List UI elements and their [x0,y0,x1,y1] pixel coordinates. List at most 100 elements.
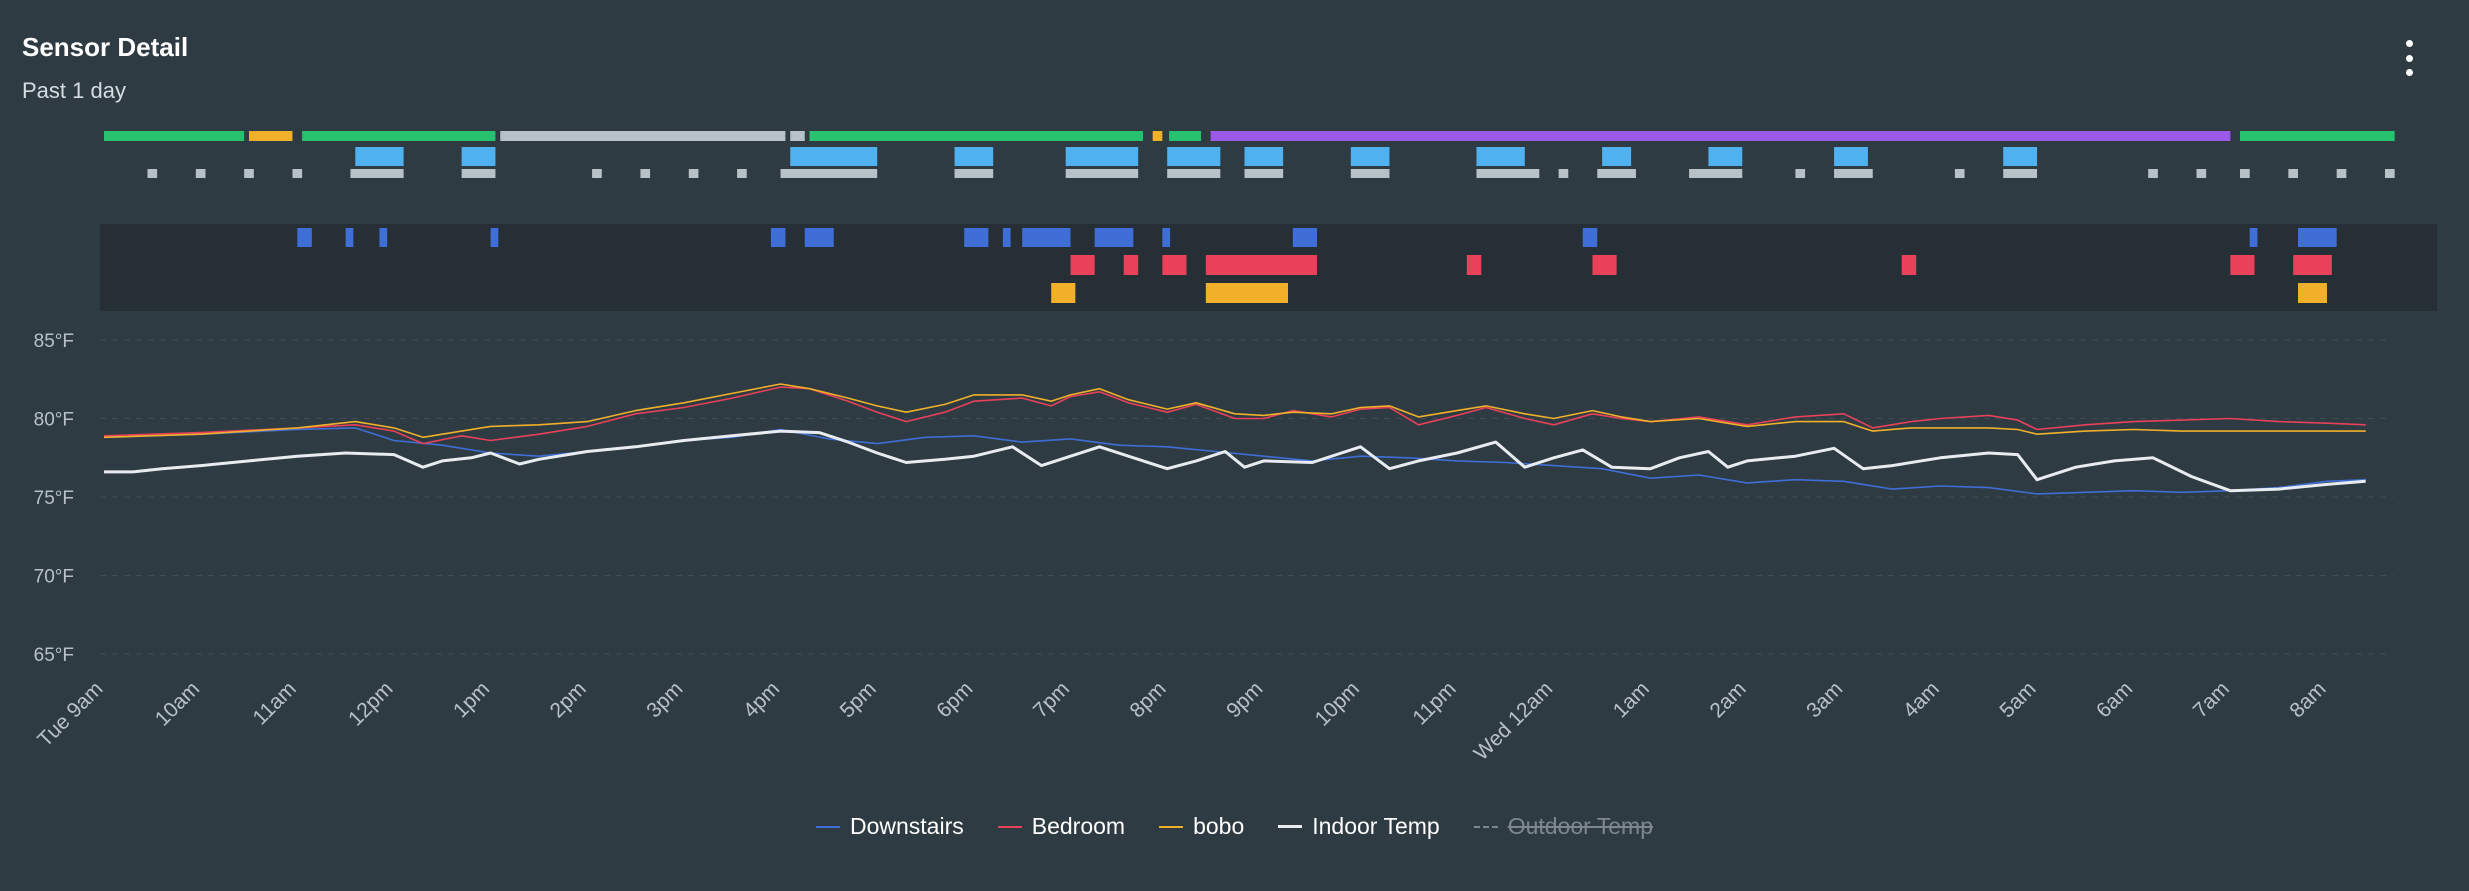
timeline-segment[interactable] [1205,283,1288,303]
timeline-segment[interactable] [1094,228,1134,247]
timeline-segment[interactable] [1292,228,1317,247]
timeline-segment[interactable] [1901,255,1917,275]
timeline-segment[interactable] [1795,169,1806,178]
timeline-segment[interactable] [1954,169,1965,178]
timeline-segment[interactable] [1834,169,1873,178]
timeline-segment[interactable] [1350,147,1390,166]
timeline-segment[interactable] [500,131,786,141]
series-line-downstairs[interactable] [103,427,2366,495]
x-tick-label: 3pm [642,677,687,722]
timeline-segment[interactable] [1065,169,1139,178]
y-tick-label: 80°F [34,410,74,431]
series-line-bedroom[interactable] [103,386,2366,445]
timeline-segment[interactable] [1210,131,2231,141]
series-line-bobo[interactable] [103,383,2366,439]
series-line-indoor-temp[interactable] [104,429,2366,493]
timeline-segment[interactable] [954,169,994,178]
timeline-segment[interactable] [2298,283,2327,303]
timeline-segment[interactable] [780,169,878,178]
timeline-segment[interactable] [2003,147,2038,166]
timeline-segment[interactable] [1244,147,1284,166]
timeline-segment[interactable] [770,228,786,247]
timeline-segment[interactable] [355,147,404,166]
timeline-segment[interactable] [297,228,312,247]
timeline-segment[interactable] [461,169,496,178]
timeline-segment[interactable] [809,131,1144,141]
timeline-segment[interactable] [1167,147,1221,166]
timeline-segment[interactable] [1167,169,1221,178]
timeline-segment[interactable] [1597,169,1636,178]
legend-item-bobo[interactable]: bobo [1159,813,1244,840]
timeline-segment[interactable] [2293,255,2332,275]
timeline-segment[interactable] [292,169,303,178]
timeline-segment[interactable] [1065,147,1139,166]
timeline-segment[interactable] [964,228,989,247]
timeline-segment[interactable] [195,169,206,178]
timeline-segment[interactable] [1689,169,1743,178]
timeline-segment[interactable] [954,147,994,166]
x-tick-label: 7pm [1029,677,1074,722]
timeline-segment[interactable] [248,131,293,141]
timeline-segment[interactable] [345,228,354,247]
timeline-segment[interactable] [1582,228,1598,247]
timeline-segment[interactable] [1070,255,1095,275]
timeline-segment[interactable] [147,169,158,178]
legend-item-outdoor-temp[interactable]: Outdoor Temp [1473,813,1653,840]
timeline-segment[interactable] [2148,169,2158,178]
timeline-row-bedroom-activity [1070,255,2332,275]
timeline-segment[interactable] [1350,169,1390,178]
legend-swatch-indoor-temp [1278,825,1303,828]
timeline-segment[interactable] [1205,255,1317,275]
timeline-segment[interactable] [244,169,254,178]
timeline-segment[interactable] [1476,147,1525,166]
timeline-segment[interactable] [1476,169,1540,178]
timeline-segment[interactable] [1123,255,1139,275]
x-tick-label: 7am [2189,677,2234,722]
more-vertical-icon[interactable] [2394,38,2424,78]
timeline-segment[interactable] [688,169,699,178]
timeline-segment[interactable] [2336,169,2347,178]
timeline-segment[interactable] [1022,228,1071,247]
timeline-segment[interactable] [1558,169,1569,178]
timeline-segment[interactable] [2240,169,2250,178]
timeline-segment[interactable] [640,169,651,178]
timeline-segment[interactable] [1051,283,1076,303]
chart-grid: 85°F 80°F 75°F 70°F 65°F [34,331,2393,666]
timeline-segment[interactable] [592,169,602,178]
legend-item-downstairs[interactable]: Downstairs [815,813,964,840]
timeline-segment[interactable] [1244,169,1284,178]
x-tick-label: 2am [1705,677,1750,722]
timeline-segment[interactable] [302,131,496,141]
timeline-segment[interactable] [104,131,245,141]
timeline-segment[interactable] [1162,228,1171,247]
legend-item-bedroom[interactable]: Bedroom [997,813,1125,840]
timeline-segment[interactable] [2003,169,2038,178]
timeline-segment[interactable] [1708,147,1743,166]
timeline-segment[interactable] [1162,255,1187,275]
legend-item-indoor-temp[interactable]: Indoor Temp [1278,813,1440,840]
timeline-segment[interactable] [2384,169,2395,178]
timeline-segment[interactable] [1002,228,1011,247]
timeline-segment[interactable] [1592,255,1617,275]
timeline-segment[interactable] [2196,169,2207,178]
timeline-segment[interactable] [1602,147,1632,166]
timeline-segment[interactable] [2240,131,2395,141]
timeline-segment[interactable] [2249,228,2258,247]
timeline-segment[interactable] [350,169,404,178]
timeline-segment[interactable] [1834,147,1868,166]
timeline-segment[interactable] [1169,131,1202,141]
timeline-segment[interactable] [2298,228,2337,247]
timeline-segment[interactable] [790,131,805,141]
timeline-segment[interactable] [737,169,747,178]
sensor-chart: 85°F 80°F 75°F 70°F 65°F Tue 9am 10am 11am 12pm… [33,131,2437,765]
x-tick-label: 6am [2092,677,2137,722]
timeline-segment[interactable] [790,147,878,166]
timeline-segment[interactable] [461,147,496,166]
timeline-segment[interactable] [2288,169,2299,178]
timeline-segment[interactable] [490,228,499,247]
timeline-segment[interactable] [2230,255,2255,275]
timeline-segment[interactable] [379,228,388,247]
timeline-segment[interactable] [804,228,834,247]
timeline-segment[interactable] [1466,255,1482,275]
timeline-segment[interactable] [1152,131,1163,141]
